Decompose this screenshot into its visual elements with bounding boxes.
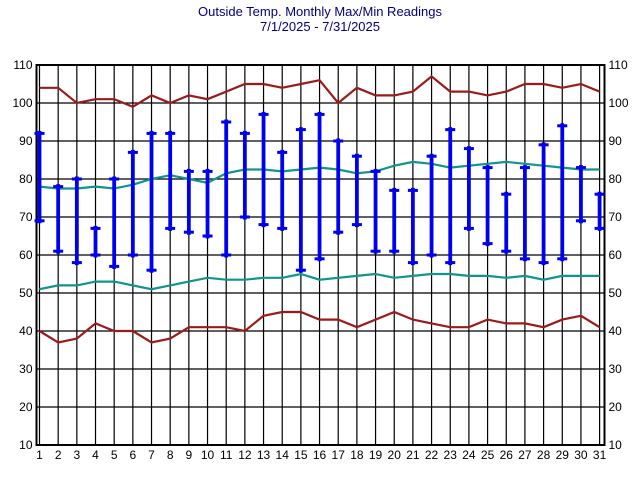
x-axis-label: 1 (36, 448, 43, 462)
y-axis-label-left: 70 (19, 210, 33, 224)
x-axis-label: 19 (369, 448, 383, 462)
x-axis-label: 13 (257, 448, 271, 462)
y-axis-label-left: 90 (19, 134, 33, 148)
daily-range-bar-day13 (258, 111, 269, 228)
x-axis-label: 16 (313, 448, 327, 462)
x-axis-label: 30 (574, 448, 588, 462)
daily-range-bar-day7 (146, 130, 157, 273)
daily-range-bar-day1 (34, 130, 45, 224)
x-axis-label: 2 (55, 448, 62, 462)
daily-range-bar-day8 (165, 130, 176, 231)
record-high-line (39, 74, 601, 109)
daily-range-bars (34, 111, 605, 273)
daily-range-bar-day29 (557, 123, 568, 262)
y-axis-label-left: 60 (19, 248, 33, 262)
y-axis-label-left: 110 (13, 58, 32, 72)
x-axis-label: 21 (406, 448, 420, 462)
x-axis-label: 25 (481, 448, 495, 462)
x-axis-label: 27 (518, 448, 532, 462)
daily-range-bar-day21 (407, 187, 418, 266)
x-axis-label: 5 (111, 448, 118, 462)
y-axis-label-left: 10 (19, 438, 33, 452)
y-axis-label-right: 90 (609, 134, 623, 148)
daily-range-bar-day26 (501, 191, 512, 254)
daily-range-bar-day12 (239, 130, 250, 220)
x-axis-label: 11 (220, 448, 233, 462)
daily-range-bar-day31 (594, 191, 605, 231)
daily-range-bar-day19 (370, 168, 381, 254)
y-axis-label-right: 20 (609, 400, 623, 414)
daily-range-bar-day23 (445, 127, 456, 266)
y-axis-label-right: 60 (609, 248, 623, 262)
y-axis-label-right: 10 (609, 438, 623, 452)
x-axis-label: 18 (350, 448, 364, 462)
x-axis-label: 12 (238, 448, 252, 462)
chart-title: Outside Temp. Monthly Max/Min Readings (198, 4, 442, 19)
chart-header: Outside Temp. Monthly Max/Min Readings 7… (0, 0, 640, 34)
daily-range-bar-day28 (538, 142, 549, 266)
daily-range-bar-day14 (277, 149, 288, 231)
y-axis-label-left: 30 (19, 362, 33, 376)
x-axis-label: 28 (537, 448, 551, 462)
x-axis-label: 23 (444, 448, 458, 462)
daily-range-bar-day3 (71, 176, 82, 266)
daily-range-bar-day17 (333, 138, 344, 235)
daily-range-bar-day2 (53, 184, 64, 254)
daily-range-bar-day27 (519, 165, 530, 262)
daily-range-bar-day16 (314, 111, 325, 262)
record-low-line (38, 310, 601, 344)
daily-range-bar-day5 (109, 176, 120, 269)
y-axis-label-left: 80 (19, 172, 33, 186)
x-axis-label: 20 (388, 448, 402, 462)
daily-range-bar-day10 (202, 168, 213, 239)
y-axis-label-right: 50 (609, 286, 623, 300)
y-axis-label-left: 100 (12, 96, 32, 110)
daily-range-bar-day25 (482, 165, 493, 247)
average-low-line (39, 272, 600, 291)
daily-range-bar-day20 (389, 187, 400, 254)
x-axis-label: 29 (556, 448, 570, 462)
daily-range-bar-day22 (426, 153, 437, 258)
x-axis-label: 17 (332, 448, 346, 462)
x-axis-label: 8 (167, 448, 174, 462)
daily-range-bar-day6 (127, 149, 138, 258)
x-axis-label: 7 (148, 448, 155, 462)
plot-border (35, 64, 606, 446)
daily-range-bar-day15 (295, 127, 306, 273)
x-axis-label: 26 (500, 448, 514, 462)
y-axis-label-right: 40 (609, 324, 623, 338)
x-axis-label: 24 (462, 448, 476, 462)
chart-date-range: 7/1/2025 - 7/31/2025 (260, 19, 380, 34)
x-axis-label: 22 (425, 448, 439, 462)
x-axis-label: 15 (294, 448, 308, 462)
x-axis-label: 9 (186, 448, 193, 462)
x-axis-label: 10 (201, 448, 215, 462)
y-axis-label-right: 100 (609, 96, 629, 110)
daily-range-bar-day18 (351, 153, 362, 228)
y-axis-label-left: 40 (19, 324, 33, 338)
y-axis-label-right: 80 (609, 172, 623, 186)
x-axis-label: 4 (92, 448, 99, 462)
y-axis-label-right: 110 (609, 58, 628, 72)
x-axis-label: 31 (593, 448, 607, 462)
daily-range-bar-day9 (183, 168, 194, 235)
daily-range-bar-day11 (221, 119, 232, 258)
y-axis-label-right: 70 (609, 210, 623, 224)
daily-range-bar-day30 (575, 165, 586, 224)
x-axis-label: 6 (130, 448, 137, 462)
daily-range-bar-day24 (463, 146, 474, 231)
y-axis-label-left: 20 (19, 400, 33, 414)
x-axis-label: 3 (73, 448, 80, 462)
daily-range-bar-day4 (90, 225, 101, 258)
y-axis-label-right: 30 (609, 362, 623, 376)
y-axis-label-left: 50 (19, 286, 33, 300)
x-axis-label: 14 (276, 448, 290, 462)
